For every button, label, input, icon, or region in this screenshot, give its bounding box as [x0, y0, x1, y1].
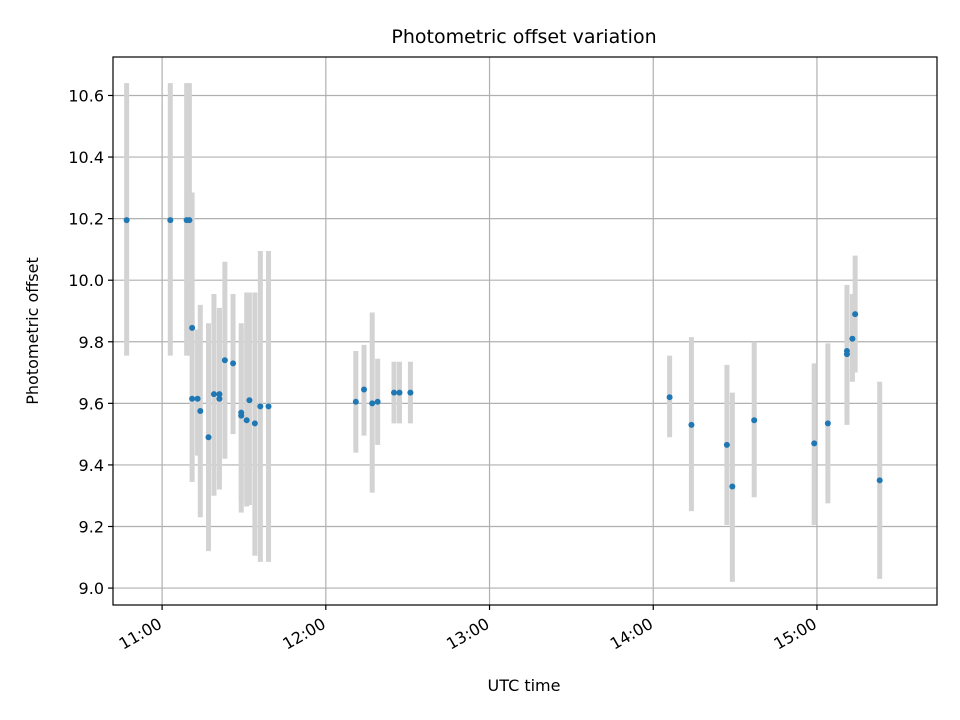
data-point: [849, 335, 856, 342]
y-axis-ticks: 9.0 9.2 9.4 9.6 9.8 10.0 10.2 10.4 10.6: [68, 86, 113, 598]
data-point: [391, 389, 398, 396]
data-point: [407, 389, 414, 396]
y-tick-label: 9.4: [79, 456, 104, 475]
data-point: [876, 477, 883, 484]
y-tick-label: 10.2: [68, 210, 104, 229]
data-point: [852, 311, 859, 318]
data-point: [205, 434, 212, 441]
data-point: [751, 417, 758, 424]
data-point: [361, 386, 368, 393]
data-point: [189, 395, 196, 402]
data-point: [243, 417, 250, 424]
y-tick-label: 10.6: [68, 86, 104, 105]
data-point: [352, 398, 359, 405]
data-point: [194, 395, 201, 402]
data-point: [221, 357, 228, 364]
data-point: [843, 348, 850, 355]
data-point: [230, 360, 237, 367]
data-point: [216, 395, 223, 402]
data-point: [210, 391, 217, 398]
data-point: [688, 421, 695, 428]
data-point: [666, 394, 673, 401]
data-point: [251, 420, 258, 427]
data-point: [374, 398, 381, 405]
plot-frame: [112, 56, 938, 606]
data-point: [216, 391, 223, 398]
data-point: [369, 400, 376, 407]
data-point: [186, 217, 193, 224]
x-axis-label: UTC time: [488, 676, 561, 695]
data-point: [729, 483, 736, 490]
y-tick-label: 9.8: [79, 333, 104, 352]
data-point: [189, 324, 196, 331]
data-point: [238, 409, 245, 416]
data-point: [723, 441, 730, 448]
y-tick-label: 9.2: [79, 517, 104, 536]
data-point: [265, 403, 272, 410]
y-tick-label: 9.0: [79, 579, 104, 598]
data-point: [257, 403, 264, 410]
data-point: [811, 440, 818, 447]
grid: [113, 57, 937, 605]
y-axis-label: Photometric offset: [23, 257, 42, 405]
data-point: [824, 420, 831, 427]
data-point: [123, 217, 130, 224]
data-point: [167, 217, 174, 224]
data-point: [396, 389, 403, 396]
data-point: [197, 408, 204, 415]
data-point: [246, 397, 253, 404]
data-markers: [123, 217, 883, 490]
y-tick-label: 9.6: [79, 394, 104, 413]
y-tick-label: 10.4: [68, 148, 104, 167]
chart-title: Photometric offset variation: [391, 26, 656, 48]
y-tick-label: 10.0: [68, 271, 104, 290]
